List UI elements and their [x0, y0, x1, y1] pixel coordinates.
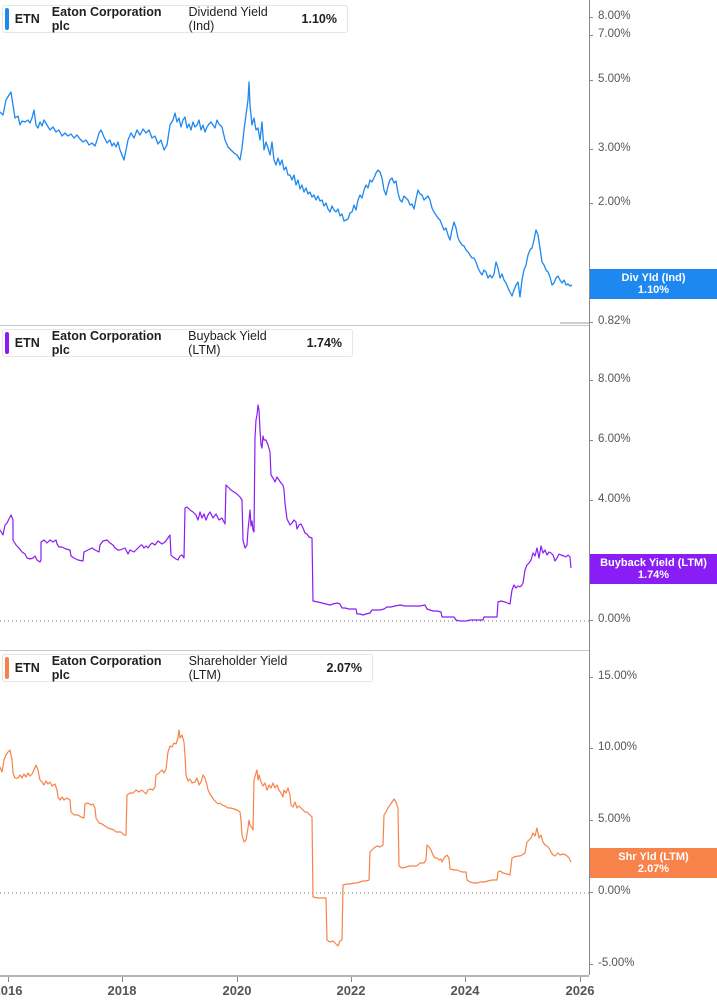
x-axis-line [0, 975, 589, 977]
current-value-badge-dividend: Div Yld (Ind) 1.10% [590, 269, 717, 299]
x-label: 2018 [107, 983, 137, 998]
buyback-yield-line [0, 404, 572, 622]
legend-value: 1.10% [301, 12, 337, 26]
legend-metric: Shareholder Yield (LTM) [188, 654, 288, 682]
x-label: 2020 [222, 983, 252, 998]
legend-ticker: ETN [14, 661, 40, 675]
x-tick [122, 977, 123, 982]
badge-value: 1.74% [637, 569, 670, 581]
legend-buyback-yield[interactable]: ETN Eaton Corporation plc Buyback Yield … [2, 329, 353, 357]
current-value-badge-shareholder: Shr Yld (LTM) 2.07% [590, 848, 717, 878]
badge-label: Div Yld (Ind) [621, 272, 686, 284]
y-tick: 0.00% [590, 613, 631, 625]
legend-company: Eaton Corporation plc [51, 654, 162, 682]
x-tick [237, 977, 238, 982]
y-tick: 0.00% [590, 885, 631, 897]
legend-metric: Dividend Yield (Ind) [188, 5, 268, 33]
y-tick: 10.00% [590, 741, 637, 753]
y-tick: 7.00% [590, 28, 631, 40]
series-color-marker [5, 8, 9, 30]
legend-ticker: ETN [14, 336, 40, 350]
legend-value: 1.74% [306, 336, 343, 350]
y-tick: 0.82% [590, 315, 631, 327]
current-value-badge-buyback: Buyback Yield (LTM) 1.74% [590, 554, 717, 584]
badge-value: 2.07% [637, 863, 670, 875]
x-tick [465, 977, 466, 982]
dividend-yield-line [0, 81, 573, 298]
legend-value: 2.07% [326, 661, 362, 675]
panel-separator [0, 325, 589, 326]
y-tick: 15.00% [590, 670, 637, 682]
legend-dividend-yield[interactable]: ETN Eaton Corporation plc Dividend Yield… [2, 5, 348, 33]
badge-label: Shr Yld (LTM) [618, 851, 689, 863]
legend-company: Eaton Corporation plc [51, 5, 162, 33]
y-tick: 3.00% [590, 142, 631, 154]
y-tick: 6.00% [590, 433, 631, 445]
x-tick [580, 977, 581, 982]
y-tick: 8.00% [590, 10, 631, 22]
legend-metric: Buyback Yield (LTM) [188, 329, 267, 357]
x-label: 2026 [565, 983, 595, 998]
x-tick [351, 977, 352, 982]
series-color-marker [5, 332, 9, 354]
y-tick: 8.00% [590, 373, 631, 385]
y-tick: 4.00% [590, 493, 631, 505]
x-label: 2022 [336, 983, 366, 998]
y-tick: 5.00% [590, 813, 631, 825]
legend-company: Eaton Corporation plc [51, 329, 162, 357]
legend-ticker: ETN [14, 12, 40, 26]
panel-separator [0, 650, 589, 651]
y-tick: -5.00% [590, 957, 634, 969]
legend-shareholder-yield[interactable]: ETN Eaton Corporation plc Shareholder Yi… [2, 654, 373, 682]
y-tick: 5.00% [590, 73, 631, 85]
x-label: 2024 [450, 983, 480, 998]
y-tick: 2.00% [590, 196, 631, 208]
shareholder-yield-line [0, 729, 572, 947]
x-tick [8, 977, 9, 982]
badge-value: 1.10% [637, 284, 670, 296]
x-label: 2016 [0, 983, 23, 998]
badge-label: Buyback Yield (LTM) [600, 557, 707, 569]
series-color-marker [5, 657, 9, 679]
y-axis-line [589, 0, 590, 975]
